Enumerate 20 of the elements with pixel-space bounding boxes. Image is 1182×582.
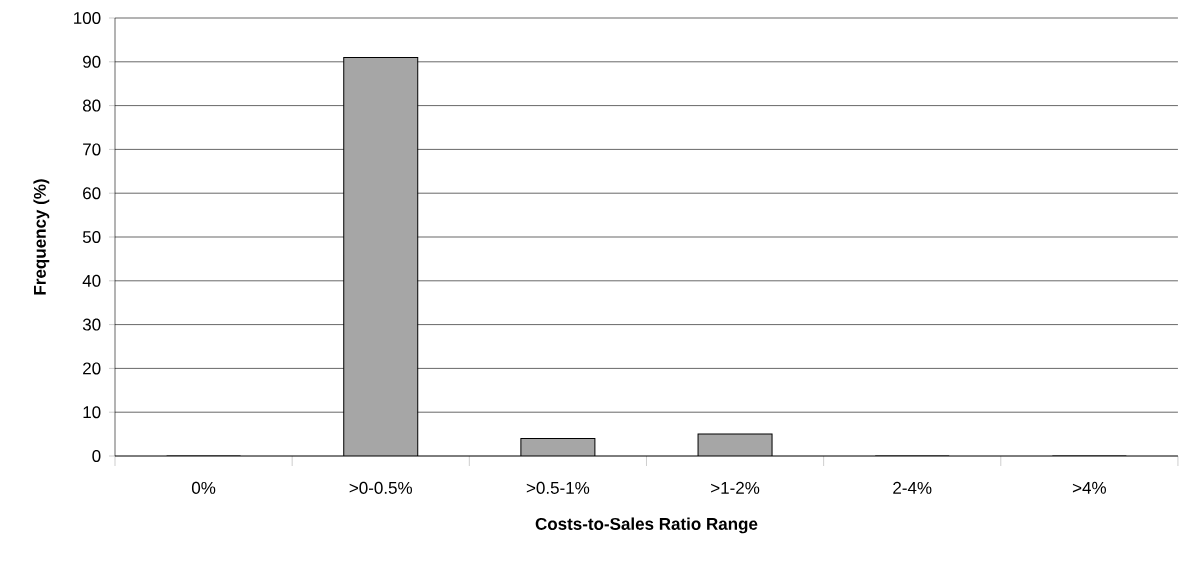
y-axis-title: Frequency (%) [33,179,50,295]
x-tick-label: >1-2% [711,481,760,494]
y-tick-label: 20 [83,362,101,375]
y-tick-label: 40 [82,274,101,287]
y-tick-label: 100 [74,11,101,25]
y-tick-label: 50 [82,230,101,244]
x-tick-label: >4% [1072,481,1106,494]
x-tick-label: 2-4% [893,481,932,494]
x-tick-label: >0-0.5% [349,481,413,494]
bar [343,56,419,456]
x-axis-title: Costs-to-Sales Ratio Range [535,517,758,534]
x-tick-label: 0% [191,481,216,494]
y-tick-label: 30 [82,318,101,331]
y-tick-label: 70 [83,143,101,156]
y-tick-label: 80 [82,99,101,112]
y-tick-label: 60 [83,187,101,200]
y-tick-label: 10 [83,406,101,419]
x-tick-label: >0.5-1% [526,481,590,494]
y-tick-label: 0 [92,449,101,463]
y-tick-label: 90 [83,55,101,68]
